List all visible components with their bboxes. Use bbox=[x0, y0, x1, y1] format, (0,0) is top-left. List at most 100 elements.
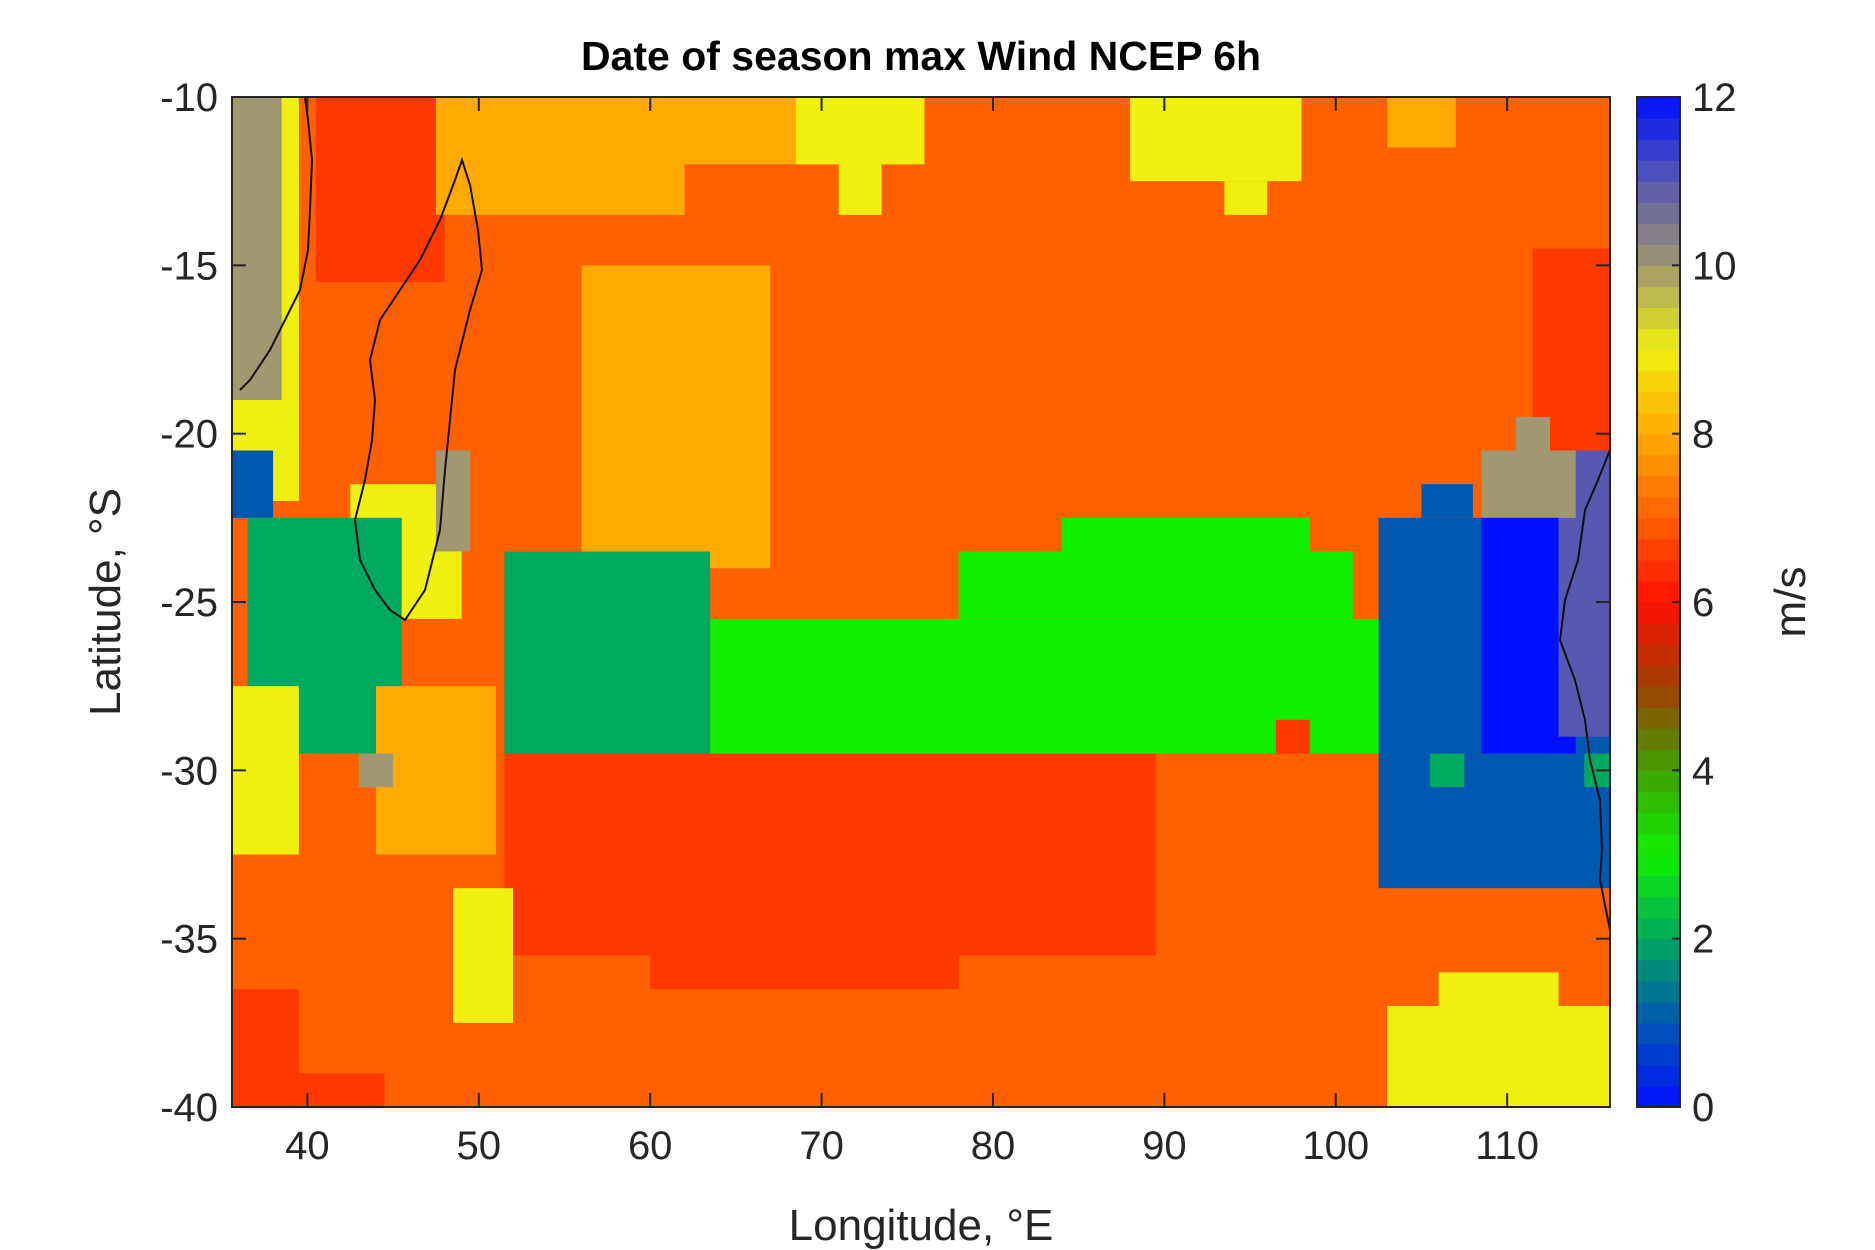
colorbar-tick-label: 0 bbox=[1692, 1086, 1714, 1130]
heatmap-cell-bright-green-upper-2 bbox=[1061, 517, 1311, 552]
heatmap-layer bbox=[232, 97, 1610, 1107]
africa-coastline bbox=[239, 97, 314, 391]
heatmap-cell-orange-mid bbox=[375, 686, 496, 855]
colorbar-segment bbox=[1637, 265, 1680, 287]
colorbar-segment bbox=[1637, 433, 1680, 456]
colorbar-tick-label: 10 bbox=[1692, 244, 1737, 288]
heatmap-cell-red-south-lower bbox=[650, 955, 959, 990]
chart-title: Date of season max Wind NCEP 6h bbox=[581, 33, 1261, 79]
colorbar-segment bbox=[1637, 580, 1680, 603]
heatmap-cell-red-south-center bbox=[504, 753, 1156, 956]
heatmap-cell-red-small-bottom bbox=[281, 1073, 385, 1107]
colorbar-tick-label: 4 bbox=[1692, 749, 1714, 793]
heatmap-cell-green-mid-west bbox=[504, 551, 711, 754]
heatmap-cell-gray-mozambique bbox=[435, 450, 471, 552]
colorbar-segment bbox=[1637, 707, 1680, 729]
heatmap-cell-gray-east-top bbox=[1515, 416, 1551, 451]
y-tick-label: -20 bbox=[160, 413, 218, 457]
colorbar-segment bbox=[1637, 139, 1680, 161]
colorbar-segment bbox=[1637, 728, 1680, 750]
madagascar-coastline bbox=[353, 156, 484, 622]
colorbar-segment bbox=[1637, 349, 1680, 372]
colorbar-tick-label: 8 bbox=[1692, 413, 1714, 457]
colorbar-tick-label: 12 bbox=[1692, 76, 1737, 120]
colorbar-segment bbox=[1637, 770, 1680, 792]
colorbar-segment bbox=[1637, 412, 1680, 435]
heatmap-cell-blue-east-top bbox=[1421, 484, 1473, 518]
heatmap-cell-yellow-southeast-top bbox=[1438, 972, 1559, 1006]
heatmap-cell-yellow-north-2b bbox=[1224, 181, 1268, 215]
x-tick-label: 40 bbox=[285, 1124, 330, 1168]
colorbar-tick-label: 6 bbox=[1692, 581, 1714, 625]
x-axis-label: Longitude, °E bbox=[789, 1201, 1054, 1250]
colorbar-segment bbox=[1637, 749, 1680, 771]
heatmap-cell-yellow-south-west bbox=[453, 888, 514, 1023]
colorbar-segment bbox=[1637, 181, 1680, 203]
colorbar-segment bbox=[1637, 917, 1680, 940]
y-tick-label: -15 bbox=[160, 244, 218, 288]
x-axis: 40 50 60 70 80 90 100 110 bbox=[285, 97, 1539, 1168]
x-tick-label: 80 bbox=[971, 1124, 1016, 1168]
heatmap-cell-green-east-small bbox=[1430, 753, 1465, 788]
colorbar-segment bbox=[1637, 938, 1680, 961]
colorbar-segment bbox=[1637, 286, 1680, 309]
y-tick-label: -10 bbox=[160, 76, 218, 120]
heatmap-cell-north-orange-west bbox=[435, 97, 685, 215]
x-tick-label: 100 bbox=[1302, 1124, 1369, 1168]
colorbar-segment bbox=[1637, 896, 1680, 919]
colorbar-axis: 0 2 4 6 8 10 12 bbox=[1672, 76, 1737, 1130]
heatmap-cell-gray-west-top bbox=[232, 97, 282, 400]
heatmap-cell-gray-east-cross bbox=[1481, 450, 1576, 518]
colorbar-segment bbox=[1637, 223, 1680, 245]
heatmap-cell-red-east-small bbox=[1275, 719, 1311, 754]
heatmap-cell-bright-green-upper bbox=[958, 551, 1353, 619]
colorbar-segment bbox=[1637, 623, 1680, 645]
colorbar-segment bbox=[1637, 307, 1680, 330]
colorbar-segment bbox=[1637, 391, 1680, 414]
colorbar-segment bbox=[1637, 875, 1680, 898]
colorbar-segment bbox=[1637, 370, 1680, 393]
colorbar-segment bbox=[1637, 517, 1680, 540]
colorbar-segment bbox=[1637, 1022, 1680, 1045]
colorbar-segment bbox=[1637, 244, 1680, 266]
colorbar-segment bbox=[1637, 559, 1680, 582]
y-tick-label: -30 bbox=[160, 749, 218, 793]
y-tick-label: -25 bbox=[160, 581, 218, 625]
colorbar-segment bbox=[1637, 644, 1680, 666]
colorbar-tick-label: 2 bbox=[1692, 918, 1714, 962]
heatmap-cell-north-orange-east bbox=[1387, 97, 1456, 148]
colorbar-segment bbox=[1637, 854, 1680, 877]
colorbar-segment bbox=[1637, 833, 1680, 856]
x-tick-label: 50 bbox=[457, 1124, 502, 1168]
colorbar-segment bbox=[1637, 538, 1680, 561]
x-tick-label: 110 bbox=[1475, 1124, 1539, 1168]
y-axis: -40 -35 -30 -25 -20 -15 -10 bbox=[160, 76, 1610, 1130]
heatmap-cell-yellow-north-1b bbox=[838, 164, 882, 215]
colorbar-segment bbox=[1637, 791, 1680, 814]
heatmap-cell-yellow-north-2 bbox=[1130, 97, 1302, 182]
colorbar-segment bbox=[1637, 475, 1680, 498]
colorbar-segment bbox=[1637, 328, 1680, 351]
heatmap-cell-bright-green-band bbox=[710, 618, 1388, 754]
colorbar-label: m/s bbox=[1766, 567, 1815, 638]
colorbar bbox=[1637, 97, 1680, 1108]
x-tick-label: 60 bbox=[628, 1124, 673, 1168]
colorbar-segment bbox=[1637, 959, 1680, 982]
heatmap-cell-madagascar-north-red bbox=[315, 97, 445, 283]
y-axis-label: Latitude, °S bbox=[81, 488, 130, 716]
colorbar-segment bbox=[1637, 496, 1680, 519]
heatmap-cell-blue-west bbox=[232, 450, 274, 518]
colorbar-segment bbox=[1637, 1064, 1680, 1087]
x-tick-label: 90 bbox=[1142, 1124, 1187, 1168]
colorbar-segment bbox=[1637, 812, 1680, 835]
australia-coastline bbox=[1558, 449, 1610, 931]
colorbar-segment bbox=[1637, 602, 1680, 624]
heatmap-cell-gray-small bbox=[358, 753, 394, 788]
y-tick-label: -35 bbox=[160, 918, 218, 962]
colorbar-segment bbox=[1637, 454, 1680, 477]
x-tick-label: 70 bbox=[799, 1124, 844, 1168]
heatmap-cell-yellow-southeast bbox=[1387, 1006, 1610, 1107]
colorbar-segment bbox=[1637, 97, 1680, 119]
colorbar-segment bbox=[1637, 686, 1680, 708]
